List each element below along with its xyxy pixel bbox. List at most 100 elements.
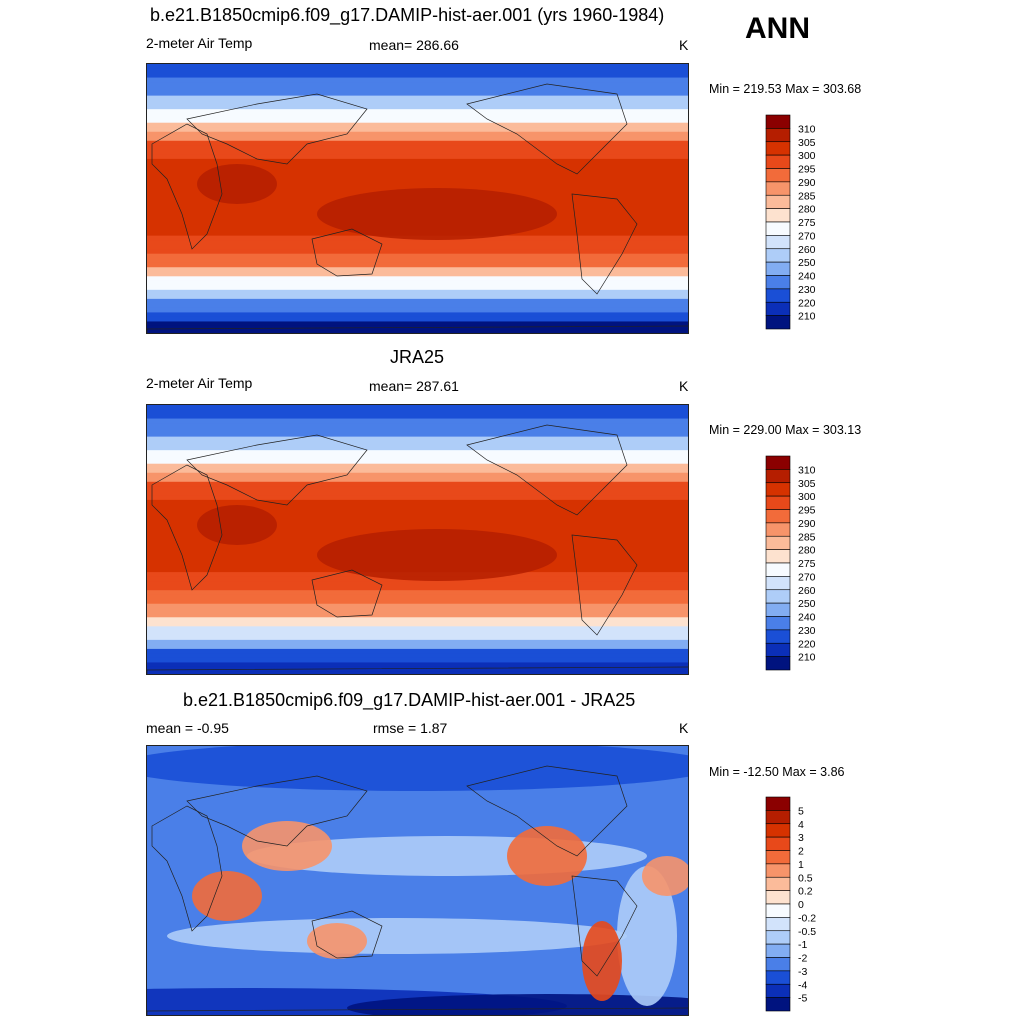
- colorbar-tick-label: 210: [798, 652, 816, 664]
- map-band: [147, 127, 688, 133]
- colorbar-tick-label: 0.5: [798, 872, 813, 884]
- panel-3-title: b.e21.B1850cmip6.f09_g17.DAMIP-hist-aer.…: [183, 690, 636, 710]
- colorbar-tick-label: 220: [798, 638, 816, 650]
- map-band: [147, 427, 688, 433]
- panel-1-title: b.e21.B1850cmip6.f09_g17.DAMIP-hist-aer.…: [150, 5, 665, 25]
- colorbar-box: [765, 114, 791, 129]
- colorbar-tick-label: 260: [798, 585, 816, 597]
- colorbar-box: [765, 315, 791, 330]
- map-band: [147, 181, 688, 187]
- anomaly-region: [617, 866, 677, 1006]
- map-band: [147, 163, 688, 169]
- map-band: [147, 436, 688, 442]
- map-band: [147, 118, 688, 124]
- map-band: [147, 100, 688, 106]
- map-band: [147, 459, 688, 465]
- coastline: [186, 434, 368, 506]
- map-band: [147, 612, 688, 618]
- anomaly-region: [147, 746, 688, 791]
- map-band: [147, 603, 688, 609]
- panel-1-mean-label: mean= 286.66: [369, 37, 459, 53]
- anomaly-region: [167, 918, 627, 954]
- coastline: [186, 775, 368, 847]
- map-band: [147, 167, 688, 173]
- map-band: [147, 298, 688, 304]
- map-band: [147, 303, 688, 309]
- panel-2-title: JRA25: [390, 347, 445, 367]
- map-band: [147, 136, 688, 142]
- coastline: [311, 910, 383, 959]
- coastline: [571, 193, 638, 295]
- colorbar-box: [765, 469, 791, 484]
- coastline: [151, 464, 223, 591]
- colorbar-box: [765, 288, 791, 303]
- colorbar-tick-label: 300: [798, 491, 816, 503]
- colorbar-tick-label: 280: [798, 545, 816, 557]
- colorbar-box: [765, 235, 791, 250]
- colorbar-tick-label: 210: [798, 311, 816, 323]
- map-band: [147, 140, 688, 146]
- colorbar-tick-label: 295: [798, 505, 816, 517]
- colorbar-tick-label: 280: [798, 204, 816, 216]
- map-band: [147, 486, 688, 492]
- panel-2-colorbar-svg: 3103053002952902852802752702602502402302…: [765, 455, 816, 671]
- map-band: [147, 316, 688, 323]
- colorbar-box: [765, 850, 791, 865]
- map-band: [147, 409, 688, 415]
- map-band: [147, 445, 688, 451]
- map-band: [147, 495, 688, 501]
- map-band: [147, 330, 688, 333]
- panel-3-units-label: K: [679, 720, 689, 736]
- panel-1-map-plot: [147, 64, 688, 333]
- colorbar-box: [765, 141, 791, 156]
- map-band: [147, 608, 688, 614]
- colorbar-box: [765, 221, 791, 236]
- map-band: [147, 262, 688, 268]
- map-band: [147, 581, 688, 587]
- map-band: [147, 86, 688, 92]
- coastline: [147, 325, 688, 333]
- coastline: [147, 1007, 688, 1015]
- map-band: [147, 414, 688, 420]
- colorbar-tick-label: 275: [798, 217, 816, 229]
- warm-pool: [197, 164, 277, 204]
- colorbar-box: [765, 917, 791, 932]
- map-band: [147, 513, 688, 519]
- map-band: [147, 271, 688, 277]
- map-band: [147, 244, 688, 250]
- colorbar-box: [765, 509, 791, 524]
- map-band: [147, 481, 688, 487]
- colorbar-box: [765, 836, 791, 851]
- map-band: [147, 639, 688, 645]
- coastline: [466, 765, 628, 857]
- map-band: [147, 172, 688, 178]
- map-band: [147, 109, 688, 115]
- colorbar-tick-label: 220: [798, 297, 816, 309]
- map-band: [147, 280, 688, 286]
- colorbar-tick-label: 305: [798, 137, 816, 149]
- map-band: [147, 158, 688, 164]
- colorbar-tick-label: -5: [798, 993, 807, 1005]
- map-band: [147, 666, 688, 673]
- colorbar-tick-label: 300: [798, 150, 816, 162]
- colorbar-box: [765, 903, 791, 918]
- colorbar-tick-label: 250: [798, 257, 816, 269]
- map-band: [147, 468, 688, 474]
- coastline: [466, 424, 628, 516]
- map-band: [147, 95, 688, 101]
- map-band: [147, 64, 688, 70]
- colorbar-box: [765, 983, 791, 998]
- colorbar-tick-label: 270: [798, 230, 816, 242]
- colorbar-tick-label: -2: [798, 953, 807, 965]
- colorbar-box: [765, 522, 791, 537]
- map-band: [147, 249, 688, 255]
- colorbar-tick-label: 295: [798, 164, 816, 176]
- colorbar-box: [765, 997, 791, 1012]
- colorbar-tick-label: 310: [798, 464, 816, 476]
- colorbar-box: [765, 957, 791, 972]
- colorbar-box: [765, 181, 791, 196]
- colorbar-box: [765, 482, 791, 497]
- colorbar-tick-label: -3: [798, 966, 807, 978]
- map-band: [147, 423, 688, 429]
- colorbar-tick-label: 230: [798, 284, 816, 296]
